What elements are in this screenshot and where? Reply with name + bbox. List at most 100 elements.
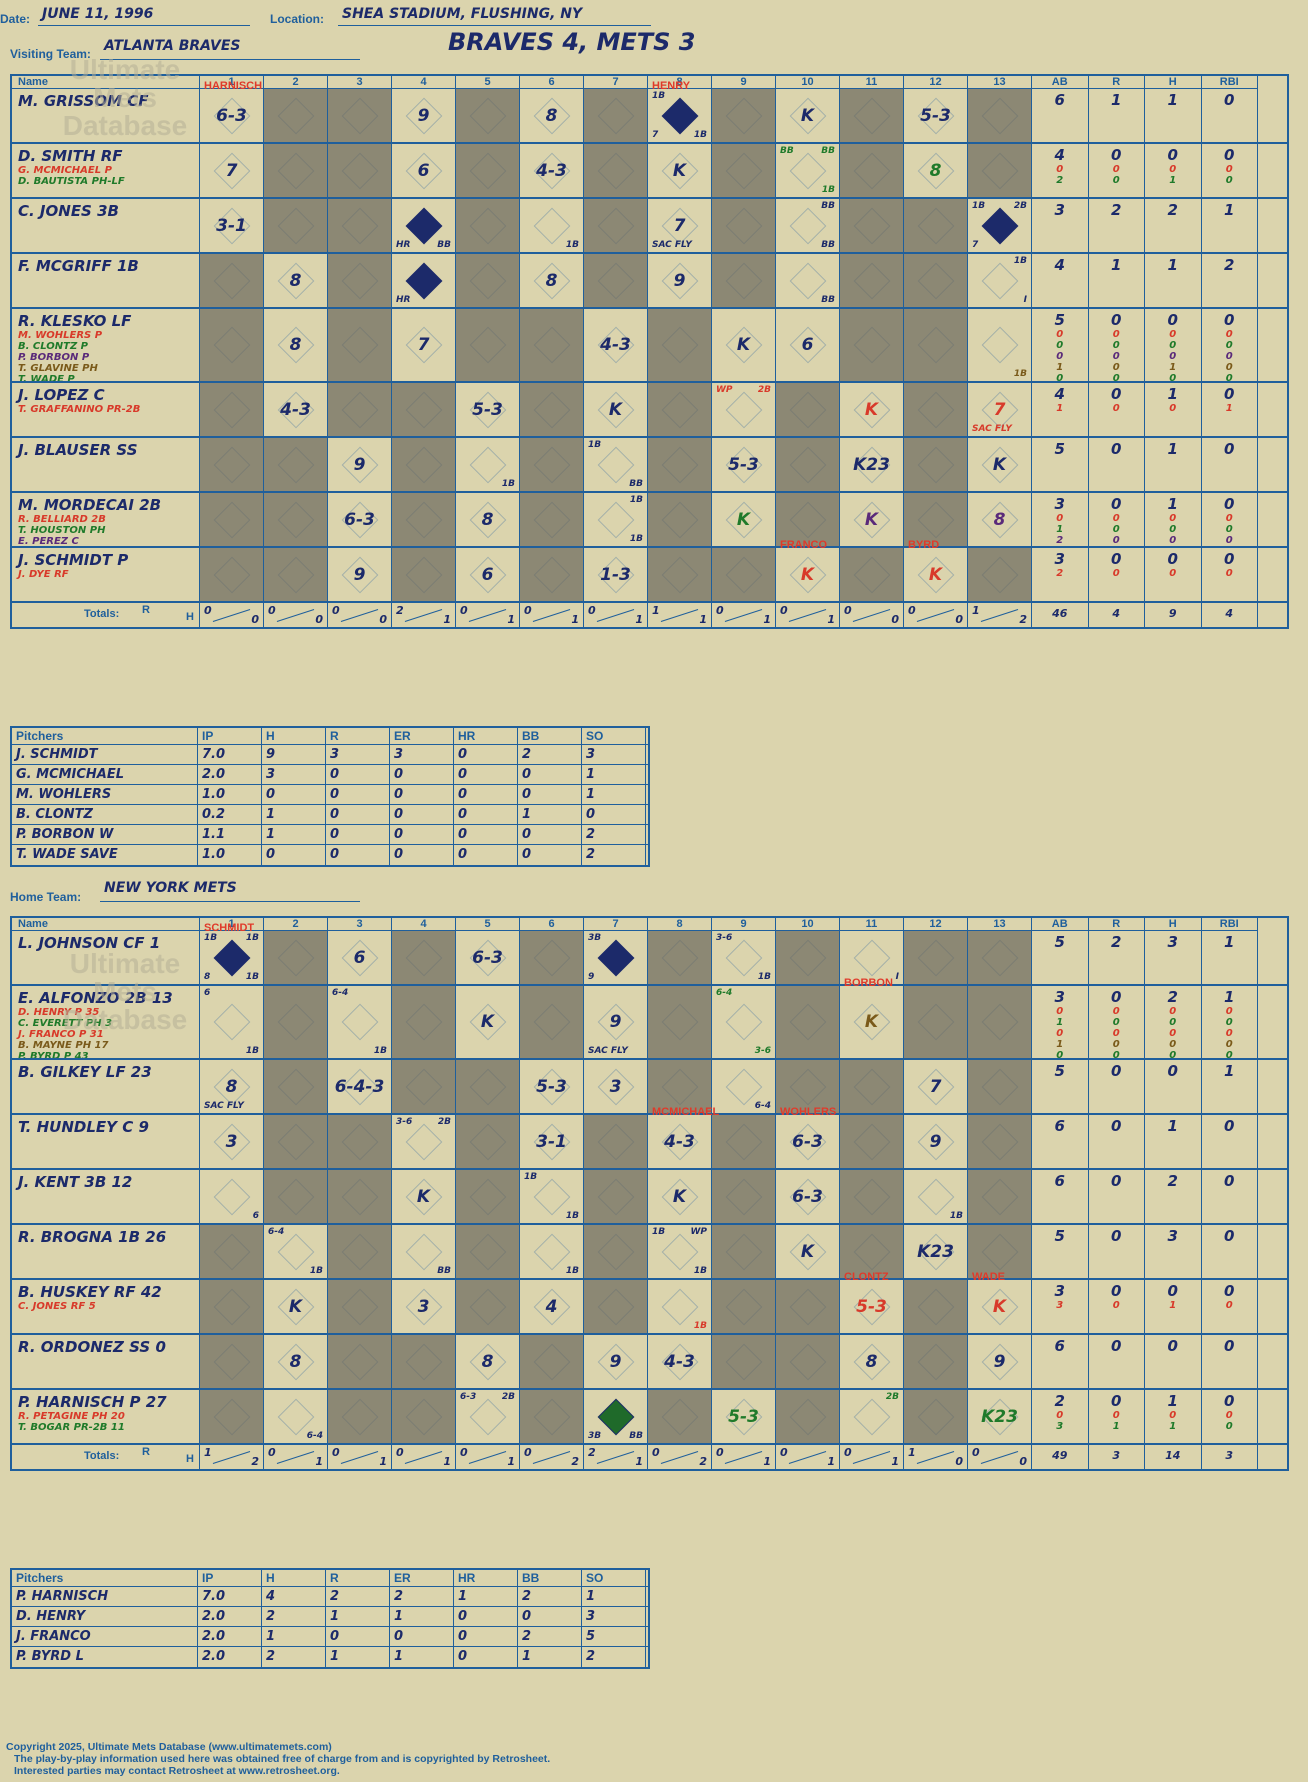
inning-header: 10: [776, 918, 840, 931]
at-bat-cell: [776, 493, 840, 546]
batting-stat-value: 0: [1111, 1062, 1122, 1080]
at-bat-cell: 4: [520, 1280, 584, 1333]
basepath-diamond: [917, 1003, 954, 1041]
batting-stat-value: 0: [1112, 1017, 1120, 1028]
basepath-diamond: [469, 1178, 506, 1215]
basepath-diamond: [725, 1233, 762, 1270]
substitute-name: C. JONES RF 5: [18, 1301, 96, 1312]
inning-hits: 1: [827, 613, 835, 626]
batting-stat-value: 0: [1112, 403, 1120, 414]
at-bat-cell: [776, 986, 840, 1058]
batting-stat-value: 0: [1169, 1006, 1177, 1017]
stat-header: R: [1088, 918, 1145, 931]
play-annotation: 3-6: [716, 933, 733, 943]
batter-name-cell: J. LOPEZ C T. GRAFFANINO PR-2B: [12, 383, 200, 436]
play-result: 6-3: [344, 509, 375, 530]
at-bat-cell: [520, 931, 584, 984]
substitute-name: J. DYE RF: [18, 569, 69, 580]
basepath-diamond: [597, 501, 634, 538]
basepath-diamond: [341, 326, 378, 364]
batting-stat-value: 0: [1112, 373, 1120, 381]
batting-stat-value: 0: [1056, 1006, 1064, 1017]
basepath-diamond: [533, 1398, 570, 1435]
basepath-diamond: [533, 939, 570, 976]
basepath-diamond: [213, 391, 250, 428]
at-bat-cell: 1B WP 1B: [648, 1225, 712, 1278]
location-label: Location:: [270, 12, 324, 26]
at-bat-cell: [712, 1115, 776, 1168]
pitcher-stat: 0: [454, 1607, 518, 1626]
basepath-diamond: [597, 1288, 634, 1325]
inning-hits: 0: [315, 613, 323, 626]
batting-stat-value: 5: [1054, 1227, 1065, 1245]
basepath-diamond: [917, 207, 954, 244]
basepath-diamond: [661, 1398, 698, 1435]
totals-label-cell: Totals: R H: [12, 1445, 200, 1469]
play-annotation: 3-6: [396, 1117, 413, 1127]
pitcher-row: P. HARNISCH 7.0 4 2 2 1 2 1: [12, 1587, 648, 1607]
stat-header: RBI: [1201, 918, 1258, 931]
batting-stat-value: 3: [1167, 1227, 1178, 1245]
at-bat-cell: [840, 309, 904, 381]
play-annotation: 9: [588, 972, 595, 982]
batting-stat-value: 0: [1225, 351, 1233, 362]
substitute-name: D. HENRY P 35: [18, 1007, 100, 1018]
basepath-diamond: [277, 1178, 314, 1215]
batting-stat-value: 0: [1112, 351, 1120, 362]
at-bat-cell: [520, 1335, 584, 1388]
pitcher-column-header: SO: [582, 728, 646, 744]
play-result: K: [736, 335, 751, 355]
pitcher-name: M. WOHLERS: [12, 785, 198, 804]
at-bat-cell: [776, 1280, 840, 1333]
inning-runs: 0: [716, 1446, 724, 1459]
at-bat-cell: 4-3: [584, 309, 648, 381]
at-bat-cell: 9: [968, 1335, 1032, 1388]
at-bat-cell: [456, 1170, 520, 1223]
at-bat-cell: K23: [840, 438, 904, 491]
play-annotation: 3-6: [754, 1046, 771, 1056]
at-bat-cell: [328, 89, 392, 142]
inning-hits: 1: [635, 1455, 643, 1468]
at-bat-cell: [776, 438, 840, 491]
batting-stat-value: 4: [1054, 146, 1065, 164]
at-bat-cell: 7 SAC FLY: [968, 383, 1032, 436]
play-annotation: 1B: [757, 972, 771, 982]
play-annotation: SAC FLY: [972, 424, 1012, 434]
inning-hits: 0: [891, 613, 899, 626]
inning-header: 4: [392, 918, 456, 931]
batting-stat-value: 2: [1056, 535, 1064, 546]
batting-stat-value: 0: [1224, 1117, 1235, 1135]
batting-stat-value: 0: [1056, 373, 1064, 381]
play-result: 3: [225, 1131, 238, 1152]
pitcher-stat: 5: [582, 1627, 646, 1646]
inning-header: 5: [456, 76, 520, 89]
at-bat-cell: 4-3: [264, 383, 328, 436]
basepath-diamond: [277, 152, 314, 189]
column-header-row: Name 1 2 3 4 5 6 7 8 9 10 11 12 13 AB R H RBI: [12, 76, 1287, 89]
at-bat-cell: 9: [328, 438, 392, 491]
at-bat-cell: 1B I: [968, 254, 1032, 307]
batting-stat-cell: 0: [1089, 1335, 1145, 1388]
basepath-diamond: [405, 1123, 442, 1160]
play-result: K: [672, 1186, 687, 1207]
pitcher-stat: 0: [390, 805, 454, 824]
play-result: K: [800, 1241, 815, 1262]
pitcher-stat: 2: [582, 825, 646, 844]
pitcher-name: T. WADE SAVE: [12, 845, 198, 865]
basepath-diamond: [341, 262, 378, 299]
inning-header: 8: [648, 76, 712, 89]
basepath-diamond: [277, 446, 314, 483]
batting-stat-value: 2: [1167, 201, 1178, 219]
basepath-diamond: [725, 1068, 762, 1105]
basepath-diamond: [917, 1178, 954, 1215]
basepath-diamond: [917, 1288, 954, 1325]
at-bat-cell: 2B: [840, 1390, 904, 1443]
at-bat-cell: [776, 931, 840, 984]
at-bat-cell: [904, 1280, 968, 1333]
play-result: 5-3: [728, 1406, 759, 1427]
play-annotation: 1B: [629, 495, 643, 505]
